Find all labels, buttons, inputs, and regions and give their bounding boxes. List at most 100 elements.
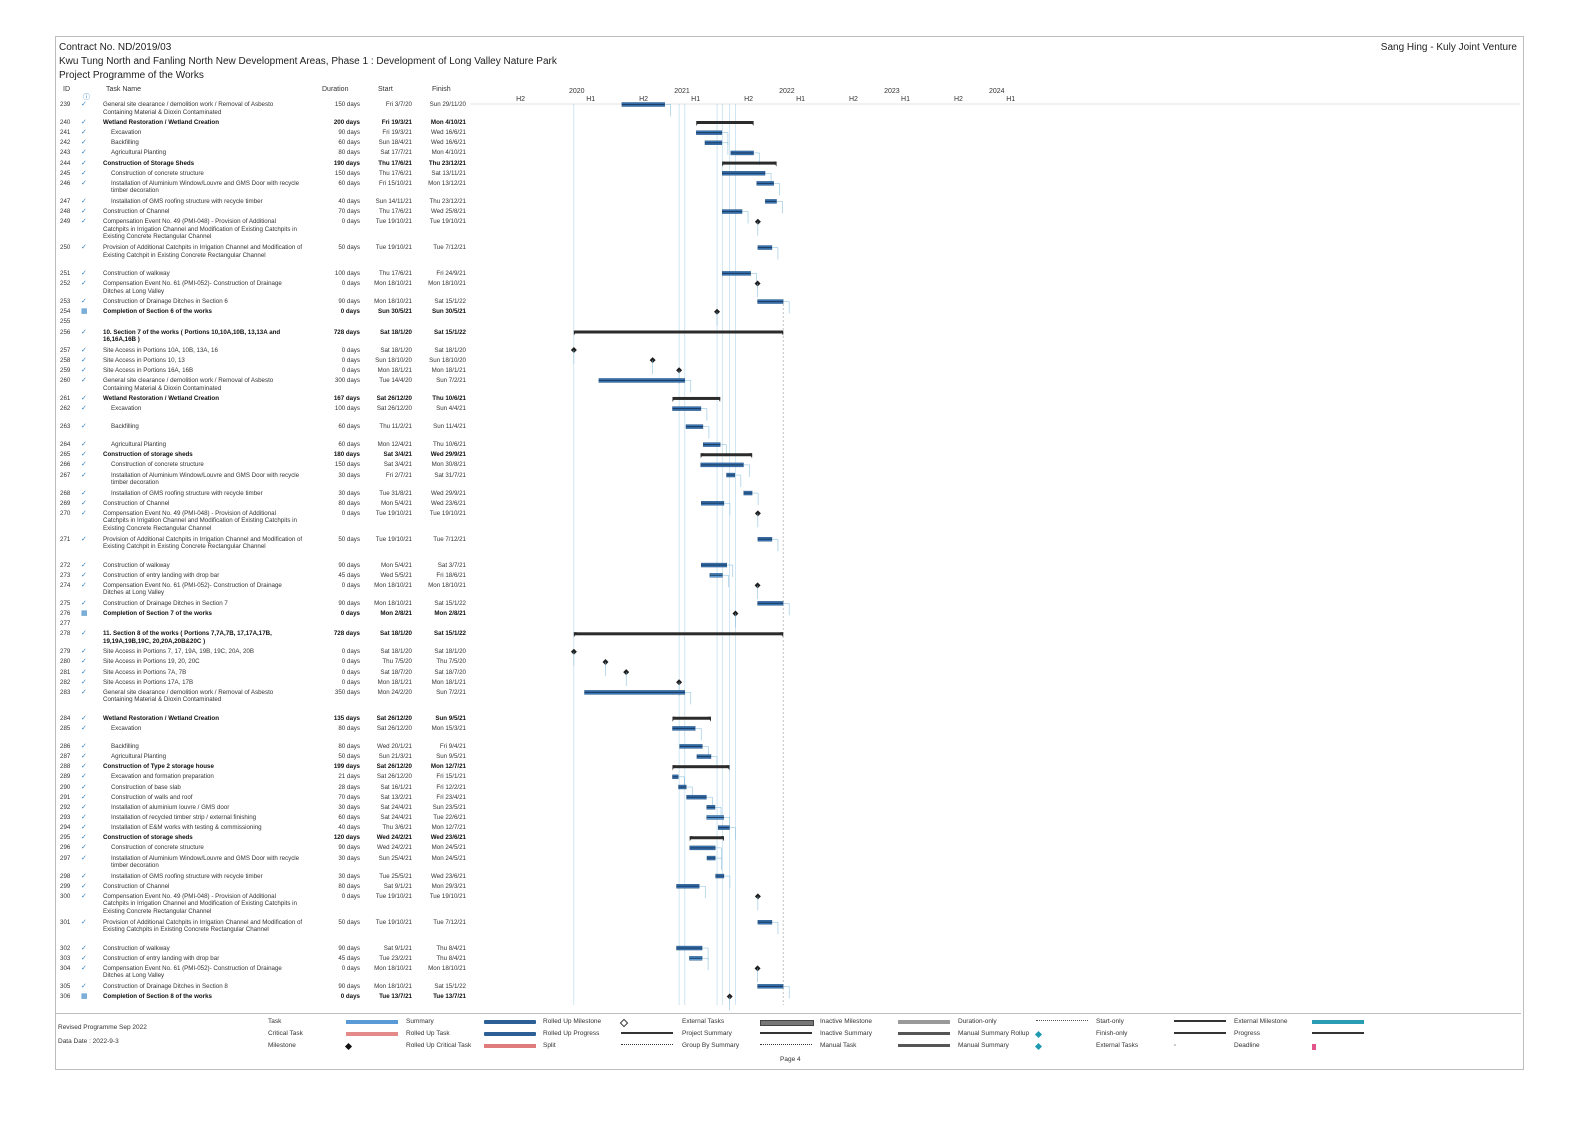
task-finish: Sat 15/1/22 <box>434 630 466 638</box>
progress-bar <box>722 272 751 274</box>
task-finish: Mon 18/10/21 <box>428 581 466 589</box>
task-id: 267 <box>60 471 71 479</box>
timescale-tick: H1 <box>586 96 596 103</box>
task-duration: 0 days <box>341 218 360 226</box>
task-id: 287 <box>60 753 71 761</box>
complete-check-icon: ✓ <box>81 169 87 177</box>
task-start: Fri 3/7/20 <box>385 101 412 108</box>
complete-check-icon: ✓ <box>81 599 87 607</box>
task-name: Site Access in Portions 7, 17, 19A, 19B,… <box>103 648 254 656</box>
complete-check-icon: ✓ <box>81 714 87 722</box>
legend-label: Rolled Up Task <box>406 1030 450 1037</box>
task-start: Tue 13/7/21 <box>379 993 412 1000</box>
complete-check-icon: ✓ <box>81 461 87 469</box>
legend-label: Start-only <box>1096 1018 1124 1025</box>
task-id: 280 <box>60 658 71 666</box>
summary-cap <box>708 716 711 722</box>
task-finish: Mon 12/7/21 <box>430 763 466 771</box>
complete-check-icon: ✓ <box>81 658 87 666</box>
legend-swatch-rollup <box>484 1032 536 1036</box>
legend-swatch-summary <box>484 1020 536 1024</box>
complete-check-icon: ✓ <box>81 773 87 781</box>
task-id: 275 <box>60 599 71 607</box>
task-duration: 0 days <box>340 610 360 617</box>
task-duration: 45 days <box>338 571 360 579</box>
progress-bar <box>689 847 716 849</box>
task-finish: Mon 29/3/21 <box>431 882 466 890</box>
summary-bar <box>573 632 784 636</box>
task-id: 262 <box>60 405 71 413</box>
task-id: 239 <box>60 101 71 108</box>
task-finish: Sat 15/1/22 <box>434 328 466 336</box>
task-name: Excavation <box>111 724 142 732</box>
task-start: Fri 19/3/21 <box>381 119 412 126</box>
legend-swatch-external <box>760 1020 814 1026</box>
progress-bar <box>757 985 784 987</box>
task-duration: 728 days <box>333 328 360 336</box>
legend-swatch-msrollup <box>1034 1030 1043 1039</box>
task-finish: Sun 11/4/21 <box>433 423 466 431</box>
task-id: 271 <box>60 535 71 543</box>
calendar-icon: ▦ <box>81 308 88 316</box>
complete-check-icon: ✓ <box>81 668 87 676</box>
complete-check-icon: ✓ <box>81 119 87 126</box>
task-name: Installation of GMS roofing structure wi… <box>111 489 263 497</box>
task-id: 294 <box>60 824 71 832</box>
task-name: Installation of E&M works with testing &… <box>111 824 262 832</box>
task-duration: 50 days <box>338 244 360 252</box>
dependency-link <box>722 574 729 588</box>
task-start: Sat 18/1/20 <box>380 648 412 656</box>
timescale-tick: H2 <box>953 96 963 103</box>
complete-check-icon: ✓ <box>81 328 87 336</box>
task-id: 291 <box>60 793 71 801</box>
progress-bar <box>709 574 723 576</box>
summary-cap <box>573 632 577 638</box>
task-finish: Sun 18/10/20 <box>429 356 466 364</box>
complete-check-icon: ✓ <box>81 793 87 801</box>
complete-check-icon: ✓ <box>81 561 87 569</box>
task-name: Wetland Restoration / Wetland Creation <box>103 119 219 126</box>
summary-cap <box>749 453 753 459</box>
task-start: Sat 26/12/20 <box>376 405 412 413</box>
task-start: Tue 14/4/20 <box>379 376 412 384</box>
task-name: Installation of GMS roofing structure wi… <box>111 872 263 880</box>
task-duration: 0 days <box>341 366 360 374</box>
task-name: Construction of entry landing with drop … <box>103 954 220 962</box>
progress-bar <box>700 464 744 466</box>
task-finish: Mon 13/12/21 <box>428 179 466 187</box>
task-start: Sat 26/12/20 <box>376 724 412 732</box>
summary-cap <box>573 330 577 336</box>
task-finish: Wed 29/9/21 <box>431 489 466 497</box>
task-start: Sat 3/4/21 <box>383 451 412 459</box>
task-name: Installation of Aluminium Window/Louvre … <box>111 179 300 195</box>
complete-check-icon: ✓ <box>81 159 87 167</box>
timescale-tick: 2021 <box>674 88 690 95</box>
legend-label: Inactive Summary <box>820 1030 873 1037</box>
task-finish: Sun 30/5/21 <box>431 308 466 316</box>
task-id: 288 <box>60 763 71 771</box>
task-finish: Thu 8/4/21 <box>436 954 466 962</box>
task-start: Sat 18/7/20 <box>380 668 412 676</box>
complete-check-icon: ✓ <box>81 834 87 842</box>
summary-cap <box>750 121 754 126</box>
dependency-link <box>776 201 783 214</box>
task-finish: Wed 29/9/21 <box>430 451 466 459</box>
dependency-link <box>715 847 722 860</box>
legend-swatch-finishonly <box>1174 1032 1226 1034</box>
task-name: Wetland Restoration / Wetland Creation <box>103 714 219 722</box>
timescale-tick: 2023 <box>884 88 900 95</box>
task-duration: 70 days <box>338 208 360 216</box>
task-start: Sat 24/4/21 <box>380 813 412 821</box>
task-start: Sun 21/3/21 <box>378 753 412 761</box>
task-start: Tue 25/5/21 <box>379 872 412 880</box>
col-id: ID <box>63 86 70 93</box>
summary-cap <box>717 396 721 402</box>
dependency-link <box>753 152 760 165</box>
task-id: 240 <box>60 119 71 126</box>
task-start: Mon 18/10/21 <box>374 982 412 990</box>
task-start: Wed 20/1/21 <box>377 742 412 750</box>
task-start: Mon 18/1/21 <box>377 366 412 374</box>
complete-check-icon: ✓ <box>81 101 87 108</box>
task-id: 260 <box>60 376 71 384</box>
task-finish: Mon 2/8/21 <box>434 610 466 617</box>
